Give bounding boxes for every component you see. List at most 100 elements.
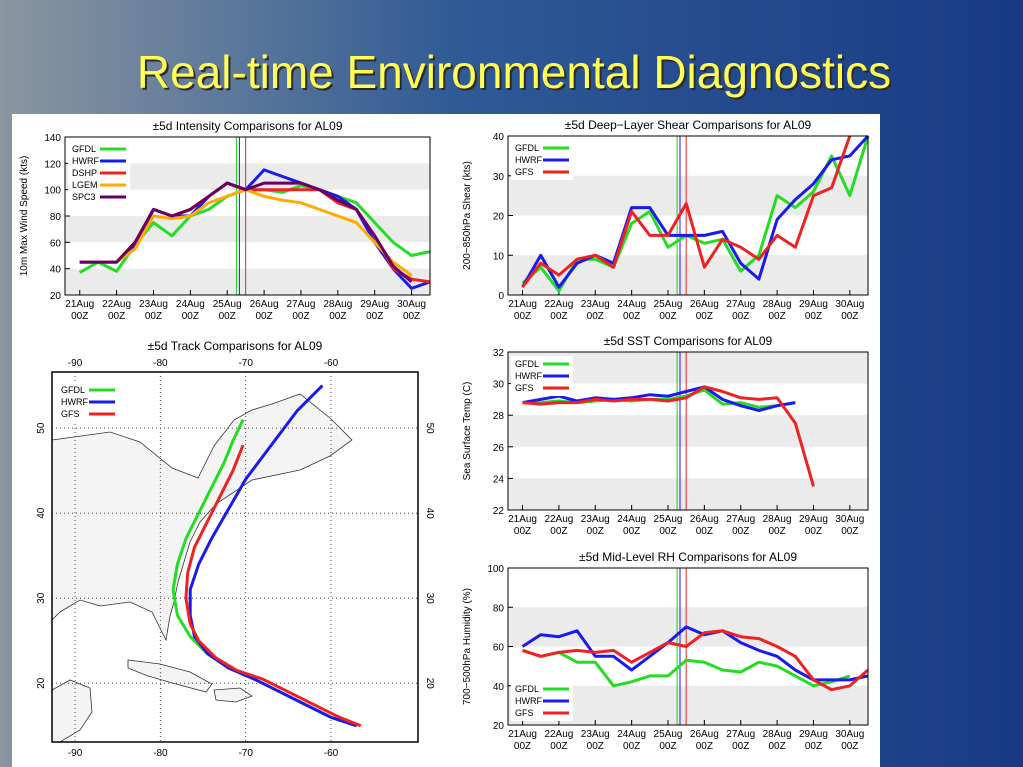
y-tick-label: 140 [44,133,61,144]
y-tick-label: 100 [487,564,504,575]
legend-label: GFDL [72,144,96,154]
chart-title: ±5d SST Comparisons for AL09 [604,334,773,348]
plot-frame [507,135,869,296]
y-tick-label: 80 [493,603,505,614]
y-tick-label: 20 [493,212,505,223]
band [508,478,868,510]
slide-title: Real-time Environmental Diagnostics [137,46,891,98]
y-tick-label: 40 [50,265,62,276]
legend-label: GFDL [515,684,539,694]
legend: GFDL HWRF GFS [511,356,573,396]
series-line [79,181,413,283]
x-tick-label: 26Aug 00Z [690,299,719,322]
map-frame [51,371,419,743]
y-tick-label: 80 [50,212,62,223]
x-tick-label: 22Aug 00Z [544,729,573,752]
x-tick-label: 24Aug 00Z [176,299,205,322]
x-tick-label: -70 [238,358,253,369]
y-tick-label: 20 [424,678,435,690]
legend-label: GFS [515,708,534,718]
y-tick-label: 100 [44,186,61,197]
x-tick-label: 26Aug 00Z [690,729,719,752]
legend-label: SPC3 [72,192,96,202]
y-tick-label: 60 [50,238,62,249]
x-tick-label: 21Aug 00Z [508,514,537,537]
plot-frame [64,136,431,296]
series-line [522,385,796,412]
legend: GFDL HWRF GFS [57,382,119,422]
x-tick-label: 21Aug 00Z [508,299,537,322]
x-tick-label: -80 [153,748,168,759]
plot-frame [507,351,869,511]
legend-label: GFDL [61,385,85,395]
x-tick-label: 24Aug 00Z [617,514,646,537]
x-tick-label: 21Aug 00Z [508,729,537,752]
y-tick-label: 40 [424,508,435,520]
y-axis-label: 700−500hPa Humidity (%) [462,588,473,705]
x-tick-label: 25Aug 00Z [654,299,683,322]
series-line [522,648,851,688]
y-tick-label: 20 [50,291,62,302]
legend-label: HWRF [72,156,99,166]
x-tick-label: 27Aug 00Z [726,299,755,322]
chart-title: ±5d Track Comparisons for AL09 [148,339,323,353]
y-tick-label: 60 [493,643,505,654]
x-tick-label: 25Aug 00Z [654,514,683,537]
y-tick-label: 30 [493,380,505,391]
x-tick-label: 25Aug 00Z [213,299,242,322]
chart-title: ±5d Mid-Level RH Comparisons for AL09 [579,550,797,564]
hispaniola [213,687,253,703]
x-tick-label: 26Aug 00Z [250,299,279,322]
series-line [521,135,852,289]
y-tick-label: 20 [36,677,47,689]
x-tick-label: 27Aug 00Z [726,729,755,752]
x-tick-label: 23Aug 00Z [581,299,610,322]
north-america [51,393,353,642]
plot-frame [507,567,869,726]
x-tick-label: 21Aug 00Z [65,299,94,322]
x-tick-label: -90 [68,748,83,759]
slide-title-shadow: Real-time Environmental Diagnostics [139,48,893,100]
legend-label: GFS [61,409,80,419]
x-tick-label: 30Aug 00Z [835,514,864,537]
x-tick-label: 23Aug 00Z [139,299,168,322]
y-tick-label: 30 [493,172,505,183]
y-tick-label: 40 [36,507,47,519]
y-tick-label: 40 [493,682,505,693]
y-tick-label: 20 [493,721,505,732]
x-tick-label: -60 [324,358,339,369]
x-tick-label: -60 [324,748,339,759]
y-tick-label: 22 [493,506,505,517]
legend-label: DSHP [72,168,97,178]
x-tick-label: 30Aug 00Z [835,299,864,322]
x-tick-label: 22Aug 00Z [102,299,131,322]
band [65,268,430,295]
legend: GFDL HWRF GFS [511,140,573,180]
y-tick-label: 30 [36,592,47,604]
legend-label: LGEM [72,180,98,190]
x-tick-label: -80 [153,358,168,369]
track-line [184,444,362,728]
x-tick-label: -70 [238,748,253,759]
legend-label: GFDL [515,143,539,153]
chart-title: ±5d Deep−Layer Shear Comparisons for AL0… [565,118,812,132]
x-tick-label: 22Aug 00Z [544,299,573,322]
land [51,393,353,743]
x-tick-label: 27Aug 00Z [726,514,755,537]
x-tick-label: 30Aug 00Z [835,729,864,752]
x-tick-label: 24Aug 00Z [617,729,646,752]
band [508,415,868,447]
y-tick-label: 10 [493,251,505,262]
series-line [522,385,815,487]
band [508,255,868,295]
y-tick-label: 24 [493,474,505,485]
y-tick-label: 28 [493,411,505,422]
legend-label: GFDL [515,359,539,369]
x-tick-label: 29Aug 00Z [799,729,828,752]
y-tick-label: 30 [424,593,435,605]
x-tick-label: 29Aug 00Z [360,299,389,322]
x-tick-label: 26Aug 00Z [690,514,719,537]
legend-label: HWRF [515,696,542,706]
legend: GFDL HWRF DSHP LGEM SPC3 [68,141,130,205]
